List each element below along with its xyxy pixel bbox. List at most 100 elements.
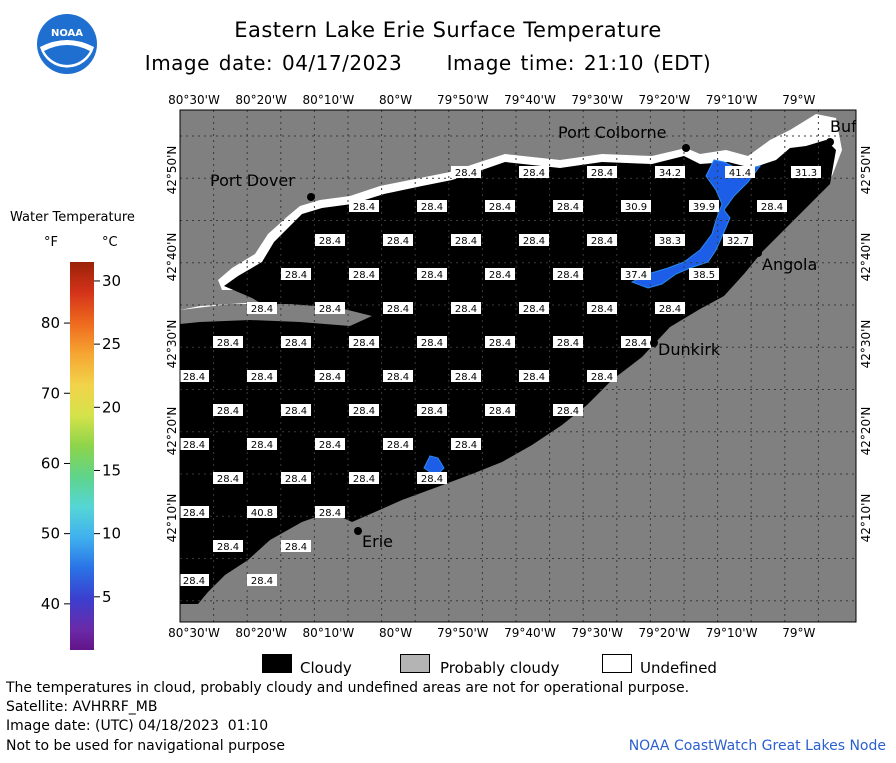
temp-label-box bbox=[587, 370, 617, 382]
temp-label-text: 28.4 bbox=[183, 440, 205, 451]
temp-label: 28.4 bbox=[281, 268, 311, 281]
temp-label-box bbox=[213, 404, 243, 416]
temp-label-box bbox=[723, 234, 753, 246]
temp-label-box bbox=[417, 472, 447, 484]
legend-c-tick-label: 5 bbox=[102, 588, 112, 606]
temp-label-box bbox=[213, 540, 243, 552]
legend-f-tick-label: 70 bbox=[41, 384, 60, 402]
temp-label-text: 28.4 bbox=[659, 304, 681, 315]
temp-label: 28.4 bbox=[180, 370, 209, 383]
temp-label-text: 28.4 bbox=[353, 338, 375, 349]
temp-label-box bbox=[451, 234, 481, 246]
temp-label: 28.4 bbox=[553, 268, 583, 281]
temp-label-box bbox=[417, 336, 447, 348]
latitude-label: 42°50'N bbox=[859, 146, 873, 195]
temp-label-text: 28.4 bbox=[319, 508, 341, 519]
map-grid bbox=[180, 110, 856, 622]
temp-label: 28.4 bbox=[349, 336, 379, 349]
latitude-label: 42°50'N bbox=[165, 146, 179, 195]
temp-label: 28.4 bbox=[417, 268, 447, 281]
latitude-label: 42°20'N bbox=[859, 407, 873, 456]
temp-label-box bbox=[383, 370, 413, 382]
temp-label: 28.4 bbox=[621, 336, 651, 349]
temp-label-box bbox=[315, 302, 345, 314]
temp-label: 28.4 bbox=[451, 438, 481, 451]
undefined-label: Undefined bbox=[640, 659, 717, 677]
temp-label: 28.4 bbox=[315, 506, 345, 519]
cloudy-label: Cloudy bbox=[300, 659, 352, 677]
legend-c-tick-label: 15 bbox=[102, 461, 121, 479]
temp-label: 28.4 bbox=[349, 268, 379, 281]
temp-label-text: 28.4 bbox=[421, 338, 443, 349]
city-label: Port Dover bbox=[210, 171, 295, 190]
longitude-label: 79°30'W bbox=[571, 93, 623, 107]
noaa-logo: NOAA bbox=[37, 14, 97, 74]
temp-label-text: 28.4 bbox=[285, 474, 307, 485]
city-dot bbox=[754, 249, 762, 257]
temp-label-box bbox=[180, 438, 209, 450]
temp-label-box bbox=[621, 200, 651, 212]
temp-label: 28.4 bbox=[417, 336, 447, 349]
image-time: Image time: 21:10 (EDT) bbox=[446, 51, 712, 75]
temp-label-box bbox=[315, 370, 345, 382]
temp-label-box bbox=[519, 234, 549, 246]
longitude-label: 79°30'W bbox=[571, 626, 623, 640]
temp-label-box bbox=[281, 404, 311, 416]
temp-label: 31.3 bbox=[791, 166, 821, 179]
cloudy-swatch bbox=[262, 654, 292, 673]
temp-label-box bbox=[180, 574, 209, 586]
map-area: 28.4 28.4 28.4 34.2 41.4 31.3 28.4 28.4 28.4 28.4… bbox=[180, 110, 856, 622]
temp-label-box bbox=[383, 234, 413, 246]
temp-label: 28.4 bbox=[553, 200, 583, 213]
longitude-label: 79°20'W bbox=[639, 626, 691, 640]
temp-label-box bbox=[281, 268, 311, 280]
temp-label-box bbox=[247, 574, 277, 586]
temp-label-text: 28.4 bbox=[285, 542, 307, 553]
temp-label: 28.4 bbox=[281, 540, 311, 553]
unit-celsius: °C bbox=[102, 235, 118, 250]
temp-label-text: 28.4 bbox=[421, 406, 443, 417]
temp-label-text: 28.4 bbox=[251, 372, 273, 383]
temp-label: 28.4 bbox=[417, 472, 447, 485]
legend-c-tick-label: 20 bbox=[102, 398, 121, 416]
temp-label: 28.4 bbox=[451, 370, 481, 383]
page-title: Eastern Lake Erie Surface Temperature bbox=[234, 18, 662, 42]
probably-cloudy-label: Probably cloudy bbox=[440, 659, 560, 677]
temp-label-text: 28.4 bbox=[455, 236, 477, 247]
temp-label-text: 32.7 bbox=[727, 236, 749, 247]
image-date-time: Image date: 04/17/2023 Image time: 21:10… bbox=[0, 51, 876, 75]
longitude-label: 79°40'W bbox=[504, 93, 556, 107]
temp-label-text: 28.4 bbox=[285, 338, 307, 349]
city-label: Erie bbox=[362, 532, 393, 551]
undefined-swatch bbox=[602, 654, 632, 673]
temp-label-text: 28.4 bbox=[523, 304, 545, 315]
latitude-label: 42°40'N bbox=[165, 233, 179, 282]
nav-warning: Not to be used for navigational purpose bbox=[6, 738, 285, 754]
temp-label: 28.4 bbox=[247, 370, 277, 383]
temp-label-box bbox=[519, 370, 549, 382]
temp-label-box bbox=[725, 166, 755, 178]
temp-label-text: 28.4 bbox=[591, 168, 613, 179]
temp-label: 41.4 bbox=[725, 166, 755, 179]
temp-label-text: 28.4 bbox=[489, 338, 511, 349]
temp-label: 30.9 bbox=[621, 200, 651, 213]
temp-label: 28.4 bbox=[519, 302, 549, 315]
temp-label-text: 31.3 bbox=[795, 168, 817, 179]
temp-label-box bbox=[451, 370, 481, 382]
longitude-label: 79°W bbox=[782, 93, 815, 107]
image-date: Image date: 04/17/2023 bbox=[144, 51, 403, 75]
latitude-label: 42°10'N bbox=[859, 494, 873, 543]
temp-label: 28.4 bbox=[587, 370, 617, 383]
latitude-label: 42°30'N bbox=[859, 320, 873, 369]
temp-label-text: 39.9 bbox=[693, 202, 715, 213]
temp-label: 28.4 bbox=[553, 336, 583, 349]
temp-label-text: 38.3 bbox=[659, 236, 681, 247]
legend-c-tick-label: 30 bbox=[102, 272, 121, 290]
latitude-label: 42°40'N bbox=[859, 233, 873, 282]
temp-label: 38.3 bbox=[655, 234, 685, 247]
temp-label-text: 28.4 bbox=[319, 440, 341, 451]
map-key: Cloudy Probably cloudy Undefined bbox=[0, 650, 896, 680]
temp-label-text: 40.8 bbox=[251, 508, 273, 519]
temp-label: 28.4 bbox=[180, 506, 209, 519]
temp-label-box bbox=[180, 506, 209, 518]
